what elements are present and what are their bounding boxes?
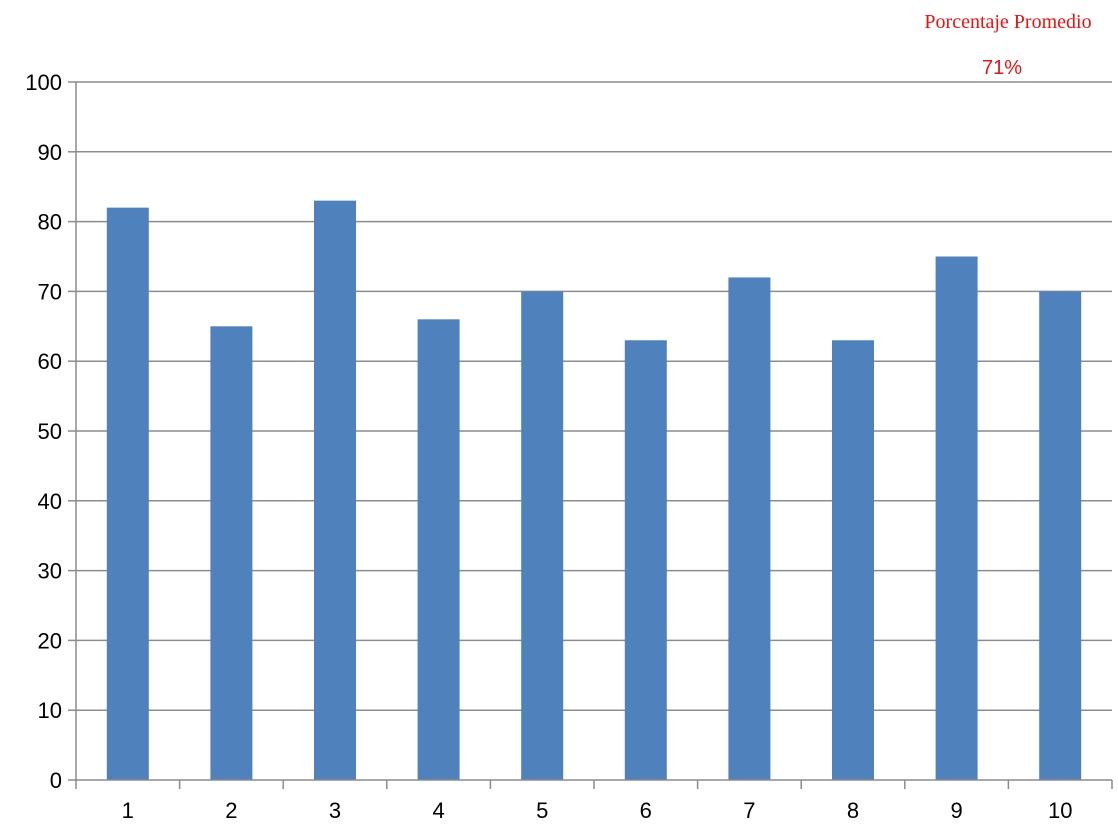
- x-axis-ticks: 1 2 3 4 5 6 7 8 9 10: [75, 780, 1113, 823]
- x-tick-label: 6: [640, 798, 652, 823]
- y-tick-label: 10: [38, 698, 62, 723]
- bar: [210, 326, 253, 780]
- bar: [521, 291, 564, 780]
- y-tick-label: 40: [38, 489, 62, 514]
- y-tick-label: 20: [38, 628, 62, 653]
- bar: [314, 200, 356, 780]
- x-tick-label: 7: [743, 798, 755, 823]
- y-tick-label: 0: [50, 768, 62, 793]
- bars: [106, 200, 1082, 780]
- bar: [935, 256, 978, 780]
- y-tick-label: 30: [38, 559, 62, 584]
- y-tick-label: 50: [38, 419, 62, 444]
- x-tick-label: 9: [950, 798, 962, 823]
- x-tick-label: 3: [329, 798, 341, 823]
- bar: [728, 277, 771, 780]
- x-tick-label: 4: [432, 798, 444, 823]
- y-tick-label: 100: [25, 70, 62, 95]
- bar: [106, 207, 149, 780]
- y-tick-label: 80: [38, 210, 62, 235]
- bar: [417, 319, 460, 780]
- x-tick-label: 5: [536, 798, 548, 823]
- y-tick-label: 90: [38, 140, 62, 165]
- x-tick-label: 10: [1048, 798, 1072, 823]
- average-percentage-title: Porcentaje Promedio: [924, 11, 1091, 33]
- bar: [624, 340, 667, 780]
- bar: [1039, 291, 1082, 780]
- bar: [832, 340, 874, 780]
- y-tick-label: 60: [38, 349, 62, 374]
- y-tick-label: 70: [38, 279, 62, 304]
- average-percentage-value: 71%: [982, 57, 1022, 79]
- x-tick-label: 1: [122, 798, 134, 823]
- x-tick-label: 8: [847, 798, 859, 823]
- x-tick-label: 2: [225, 798, 237, 823]
- y-axis-ticks: 0 10 20 30 40 50 60 70 80 90 100: [25, 70, 76, 793]
